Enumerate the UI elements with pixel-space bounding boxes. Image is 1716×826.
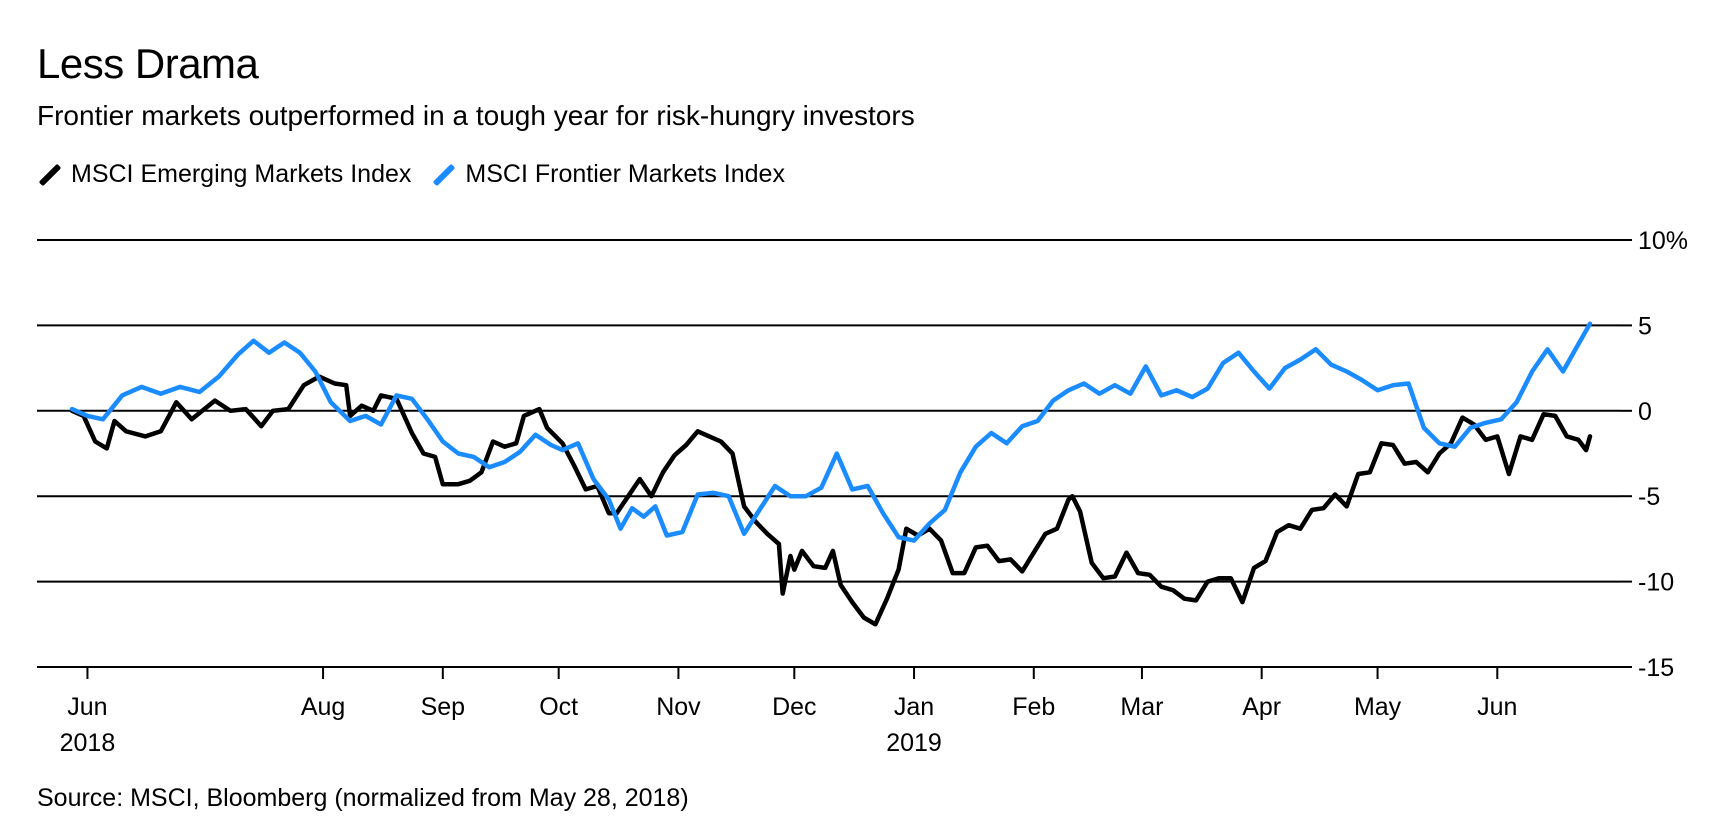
- x-tick-label-3: Oct: [539, 693, 578, 721]
- chart-title: Less Drama: [37, 40, 259, 87]
- series-layer: [69, 321, 1593, 627]
- x-tick-label-7: Feb: [1012, 693, 1055, 721]
- legend-item-emerging: MSCI Emerging Markets Index: [37, 160, 411, 189]
- x-tick-label-1: Aug: [301, 693, 345, 721]
- x-tick-label-0: Jun: [67, 693, 107, 721]
- x-tick-label-5: Dec: [772, 693, 816, 721]
- x-tick-label-6: Jan: [894, 693, 934, 721]
- legend-label-frontier: MSCI Frontier Markets Index: [465, 160, 785, 188]
- x-tick-label-4: Nov: [656, 693, 701, 721]
- y-axis: 10% 5 0 -5 -10 -15: [1620, 227, 1688, 682]
- y-tick-label-5: -15: [1638, 654, 1674, 682]
- x-tick-sublabel-0: 2018: [60, 729, 116, 757]
- y-tick-label-3: -5: [1638, 483, 1660, 511]
- chart-legend: MSCI Emerging Markets Index MSCI Frontie…: [37, 160, 805, 189]
- series-line-frontier: [69, 321, 1593, 543]
- chart-source: Source: MSCI, Bloomberg (normalized from…: [37, 784, 689, 812]
- y-tick-label-0: 10%: [1638, 227, 1688, 255]
- x-tick-label-10: May: [1354, 693, 1402, 721]
- legend-label-emerging: MSCI Emerging Markets Index: [71, 160, 412, 188]
- grid-layer: [37, 239, 1620, 668]
- y-tick-label-1: 5: [1638, 312, 1652, 340]
- x-tick-label-9: Apr: [1242, 693, 1281, 721]
- x-tick-label-11: Jun: [1477, 693, 1517, 721]
- chart-subtitle: Frontier markets outperformed in a tough…: [37, 100, 915, 131]
- y-tick-label-2: 0: [1638, 398, 1652, 426]
- series-line-emerging: [69, 374, 1593, 627]
- legend-item-frontier: MSCI Frontier Markets Index: [431, 160, 785, 189]
- x-tick-label-2: Sep: [421, 693, 465, 721]
- x-tick-sublabel-6: 2019: [886, 729, 942, 757]
- x-axis: Jun 2018 Aug Sep Oct Nov Dec Jan 2019 Feb Mar Apr Ma…: [60, 667, 1517, 757]
- y-tick-label-4: -10: [1638, 569, 1674, 597]
- x-tick-label-8: Mar: [1120, 693, 1163, 721]
